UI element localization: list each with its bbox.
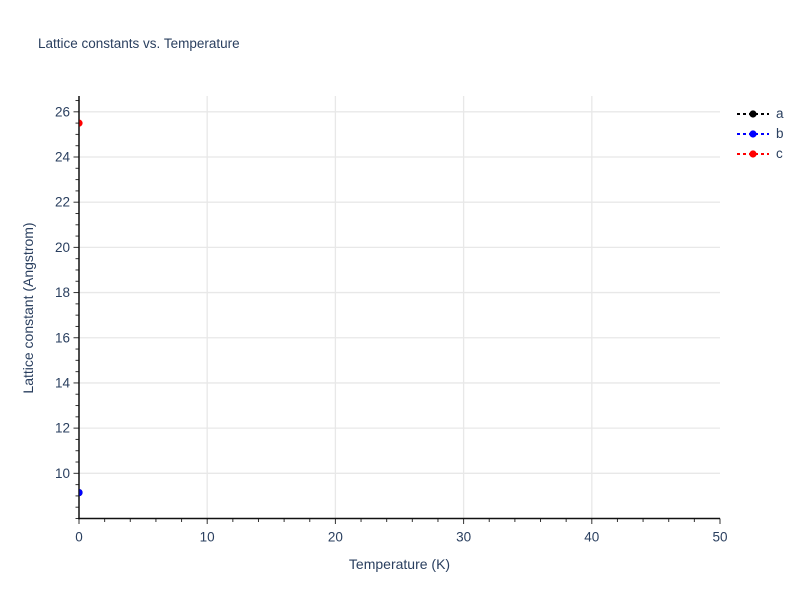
- legend-sample-a: [737, 110, 769, 118]
- y-tick-label: 14: [55, 375, 71, 390]
- y-tick-label: 26: [55, 104, 70, 119]
- legend-sample-c: [737, 150, 769, 158]
- x-tick-label: 10: [200, 530, 215, 545]
- legend-sample-b: [737, 130, 769, 138]
- y-tick-label: 12: [55, 421, 70, 436]
- legend-item-a[interactable]: a: [736, 104, 784, 124]
- legend-label-b: b: [776, 126, 784, 141]
- x-tick-label: 20: [328, 530, 343, 545]
- y-tick-label: 18: [55, 285, 70, 300]
- x-tick-label: 0: [75, 530, 83, 545]
- chart-title: Lattice constants vs. Temperature: [38, 36, 240, 51]
- x-tick-label: 40: [584, 530, 599, 545]
- legend-label-c: c: [776, 146, 783, 161]
- y-axis-title: Lattice constant (Angstrom): [20, 222, 36, 394]
- y-tick-label: 16: [55, 330, 70, 345]
- x-tick-label: 30: [456, 530, 471, 545]
- y-tick-label: 24: [55, 150, 71, 165]
- x-tick-label: 50: [712, 530, 727, 545]
- y-tick-label: 10: [55, 466, 70, 481]
- legend-item-b[interactable]: b: [736, 124, 784, 144]
- data-point-c: [79, 119, 83, 127]
- data-point-b: [79, 488, 83, 497]
- x-axis-title: Temperature (K): [348, 556, 451, 572]
- y-tick-label: 20: [55, 240, 70, 255]
- y-tick-label: 22: [55, 195, 70, 210]
- legend-label-a: a: [776, 106, 784, 121]
- legend: a b c: [736, 104, 784, 164]
- legend-item-c[interactable]: c: [736, 144, 784, 164]
